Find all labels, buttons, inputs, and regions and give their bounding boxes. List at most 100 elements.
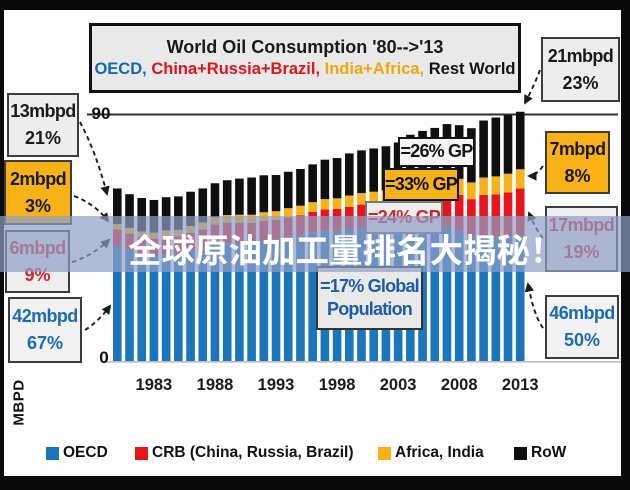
legend-item-crb: CRB (China, Russia, Brazil) — [135, 440, 354, 466]
subtitle-crb: China+Russia+Brazil, — [146, 60, 321, 78]
x-tick-2003: 2003 — [379, 376, 417, 394]
bar-segment-2011 — [491, 176, 501, 195]
bar-segment-2009 — [467, 236, 476, 361]
bar-segment-1991 — [247, 243, 256, 361]
legend-label: Africa, India — [395, 444, 484, 461]
bar-segment-2013 — [515, 235, 525, 361]
bar-segment-1989 — [222, 180, 232, 216]
bar-segment-1999 — [344, 195, 354, 207]
callout-pct: 23% — [562, 72, 599, 93]
bar-segment-2012 — [503, 236, 513, 361]
x-axis-ticks: 1983 1988 1993 1998 2003 2008 2013 — [0, 376, 630, 396]
x-tick-1998: 1998 — [318, 376, 356, 394]
bar-segment-1984 — [161, 197, 171, 231]
chart-legend: OECD CRB (China, Russia, Brazil) Africa,… — [0, 440, 622, 466]
bar-segment-1984 — [161, 254, 171, 361]
frame-top-bar — [0, 0, 630, 10]
bar-segment-2010 — [479, 235, 488, 361]
subtitle-india-africa: India+Africa, — [320, 60, 425, 78]
bar-segment-1998 — [332, 198, 342, 209]
legend-swatch-africa-india — [378, 446, 391, 460]
arrow-46mbpd-to-bar — [524, 282, 544, 329]
bar-segment-2001 — [369, 148, 379, 192]
legend-label: RoW — [531, 444, 567, 461]
y-tick-90: 90 — [91, 104, 111, 123]
callout-africa-india-2013: 7mbpd 8% — [545, 131, 610, 194]
bar-segment-1985 — [174, 196, 183, 230]
bar-segment-2000 — [357, 150, 366, 194]
gp-note-label: =26% GP — [400, 141, 474, 162]
bar-segment-2008 — [454, 178, 464, 196]
bar-segment-1982 — [137, 254, 147, 361]
callout-row-2013: 21mbpd 23% — [541, 37, 620, 102]
x-tick-2013: 2013 — [501, 376, 539, 394]
gp-note-label: =33% GP — [385, 173, 458, 194]
bar-segment-2012 — [503, 115, 513, 174]
callout-oecd-1980: 42mbpd 67% — [8, 297, 82, 363]
frame-bottom-bar — [0, 476, 630, 490]
bar-segment-1992 — [259, 240, 269, 361]
bar-segment-1996 — [308, 232, 317, 361]
gp-note-label: =17% Global — [320, 275, 420, 296]
callout-oecd-2013: 46mbpd 50% — [545, 295, 619, 359]
bar-segment-2007 — [442, 192, 452, 227]
bar-segment-1994 — [283, 171, 293, 209]
callout-africa-india-1980: 2mbpd 3% — [4, 160, 72, 225]
legend-item-africa-india: Africa, India — [378, 440, 484, 466]
legend-swatch-row — [514, 446, 527, 460]
bar-segment-1995 — [296, 235, 305, 361]
bar-segment-1994 — [283, 236, 293, 361]
callout-value: 42mbpd — [12, 306, 78, 326]
callout-pct: 8% — [564, 165, 591, 186]
bar-segment-1993 — [271, 175, 281, 212]
bar-segment-1980 — [113, 245, 122, 361]
bar-segment-2008 — [454, 195, 464, 231]
bar-segment-2011 — [491, 236, 501, 361]
gp-note-26: =26% GP — [398, 137, 475, 167]
arrow-21mbpd-to-bar — [524, 69, 541, 105]
bar-segment-1987 — [198, 188, 208, 223]
callout-row-1980: 13mbpd 21% — [7, 93, 79, 157]
bar-segment-2000 — [357, 193, 366, 205]
bar-segment-1990 — [235, 178, 244, 215]
bar-segment-1986 — [186, 191, 195, 226]
bar-segment-2006 — [430, 225, 440, 361]
subtitle-oecd: OECD, — [94, 60, 147, 78]
callout-pct: 3% — [24, 195, 51, 216]
bar-segment-1993 — [271, 239, 281, 361]
y-tick-0: 0 — [99, 348, 109, 367]
bar-segment-1986 — [186, 251, 195, 361]
bar-segment-1997 — [320, 159, 330, 200]
legend-label: CRB (China, Russia, Brazil) — [152, 444, 354, 461]
bar-segment-1995 — [296, 205, 305, 216]
bar-segment-1995 — [296, 169, 305, 206]
arrow-2mbpd-to-bar — [73, 195, 110, 223]
legend-swatch-oecd — [46, 446, 59, 460]
subtitle-rest-world: Rest World — [424, 60, 516, 78]
x-tick-1983: 1983 — [135, 376, 173, 394]
callout-pct: 21% — [24, 128, 62, 148]
bar-segment-2012 — [503, 173, 513, 193]
bar-segment-2012 — [503, 192, 513, 237]
x-tick-2008: 2008 — [440, 376, 478, 394]
bar-segment-2010 — [479, 177, 488, 196]
legend-swatch-crb — [135, 446, 148, 460]
bar-segment-2013 — [515, 111, 525, 170]
callout-pct: 50% — [563, 330, 601, 350]
bar-segment-1988 — [210, 183, 220, 218]
bar-segment-1993 — [271, 211, 281, 220]
callout-value: 7mbpd — [549, 138, 606, 159]
gp-note-label2: Population — [327, 299, 413, 319]
bar-segment-1996 — [308, 164, 317, 203]
bar-segment-1997 — [320, 199, 330, 210]
bar-segment-1990 — [235, 243, 244, 361]
chart-title: World Oil Consumption '80-->'13 — [166, 37, 444, 57]
callout-value: 2mbpd — [9, 168, 67, 189]
bar-segment-2010 — [479, 120, 488, 178]
bar-segment-1994 — [283, 208, 293, 218]
bar-segment-1998 — [332, 158, 342, 199]
bar-segment-2011 — [491, 117, 501, 177]
arrow-13mbpd-to-bar — [79, 121, 110, 196]
bar-segment-1989 — [222, 243, 232, 361]
bar-segment-2009 — [467, 182, 476, 200]
